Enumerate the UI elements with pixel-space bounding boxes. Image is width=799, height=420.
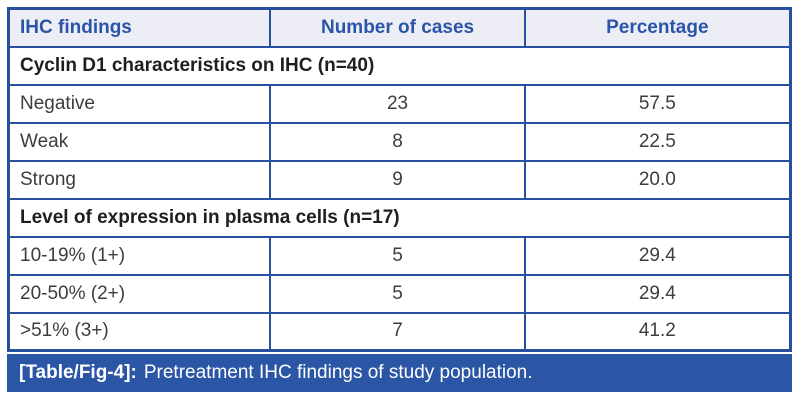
caption-text: Pretreatment IHC findings of study popul… [143, 362, 533, 383]
table-caption: [Table/Fig-4]: Pretreatment IHC findings… [7, 354, 792, 392]
section-title-plasma-cells: Level of expression in plasma cells (n=1… [7, 197, 792, 238]
percentage-cell: 22.5 [523, 121, 792, 162]
section-title-cyclin-d1: Cyclin D1 characteristics on IHC (n=40) [7, 45, 792, 86]
cases-cell: 5 [269, 235, 526, 276]
cases-cell: 7 [269, 311, 526, 352]
cases-cell: 9 [269, 159, 526, 200]
table-row: Negative 23 57.5 [7, 83, 792, 124]
table-row: 10-19% (1+) 5 29.4 [7, 235, 792, 276]
column-header-number-of-cases: Number of cases [269, 7, 526, 48]
column-header-ihc-findings: IHC findings [7, 7, 272, 48]
table-row: Strong 9 20.0 [7, 159, 792, 200]
percentage-cell: 41.2 [523, 311, 792, 352]
cases-cell: 8 [269, 121, 526, 162]
caption-label: [Table/Fig-4]: [19, 362, 137, 383]
section-header-row: Cyclin D1 characteristics on IHC (n=40) [7, 45, 792, 86]
percentage-cell: 29.4 [523, 235, 792, 276]
row-label-cell: Weak [7, 121, 272, 162]
percentage-cell: 29.4 [523, 273, 792, 314]
row-label-cell: Strong [7, 159, 272, 200]
cases-cell: 23 [269, 83, 526, 124]
column-header-percentage: Percentage [523, 7, 792, 48]
table-row: 20-50% (2+) 5 29.4 [7, 273, 792, 314]
table-row: Weak 8 22.5 [7, 121, 792, 162]
percentage-cell: 20.0 [523, 159, 792, 200]
section-header-row: Level of expression in plasma cells (n=1… [7, 197, 792, 238]
row-label-cell: 20-50% (2+) [7, 273, 272, 314]
row-label-cell: >51% (3+) [7, 311, 272, 352]
row-label-cell: 10-19% (1+) [7, 235, 272, 276]
row-label-cell: Negative [7, 83, 272, 124]
percentage-cell: 57.5 [523, 83, 792, 124]
cases-cell: 5 [269, 273, 526, 314]
table-row: >51% (3+) 7 41.2 [7, 311, 792, 352]
ihc-findings-table: IHC findings Number of cases Percentage … [7, 7, 792, 352]
table-header-row: IHC findings Number of cases Percentage [7, 7, 792, 48]
